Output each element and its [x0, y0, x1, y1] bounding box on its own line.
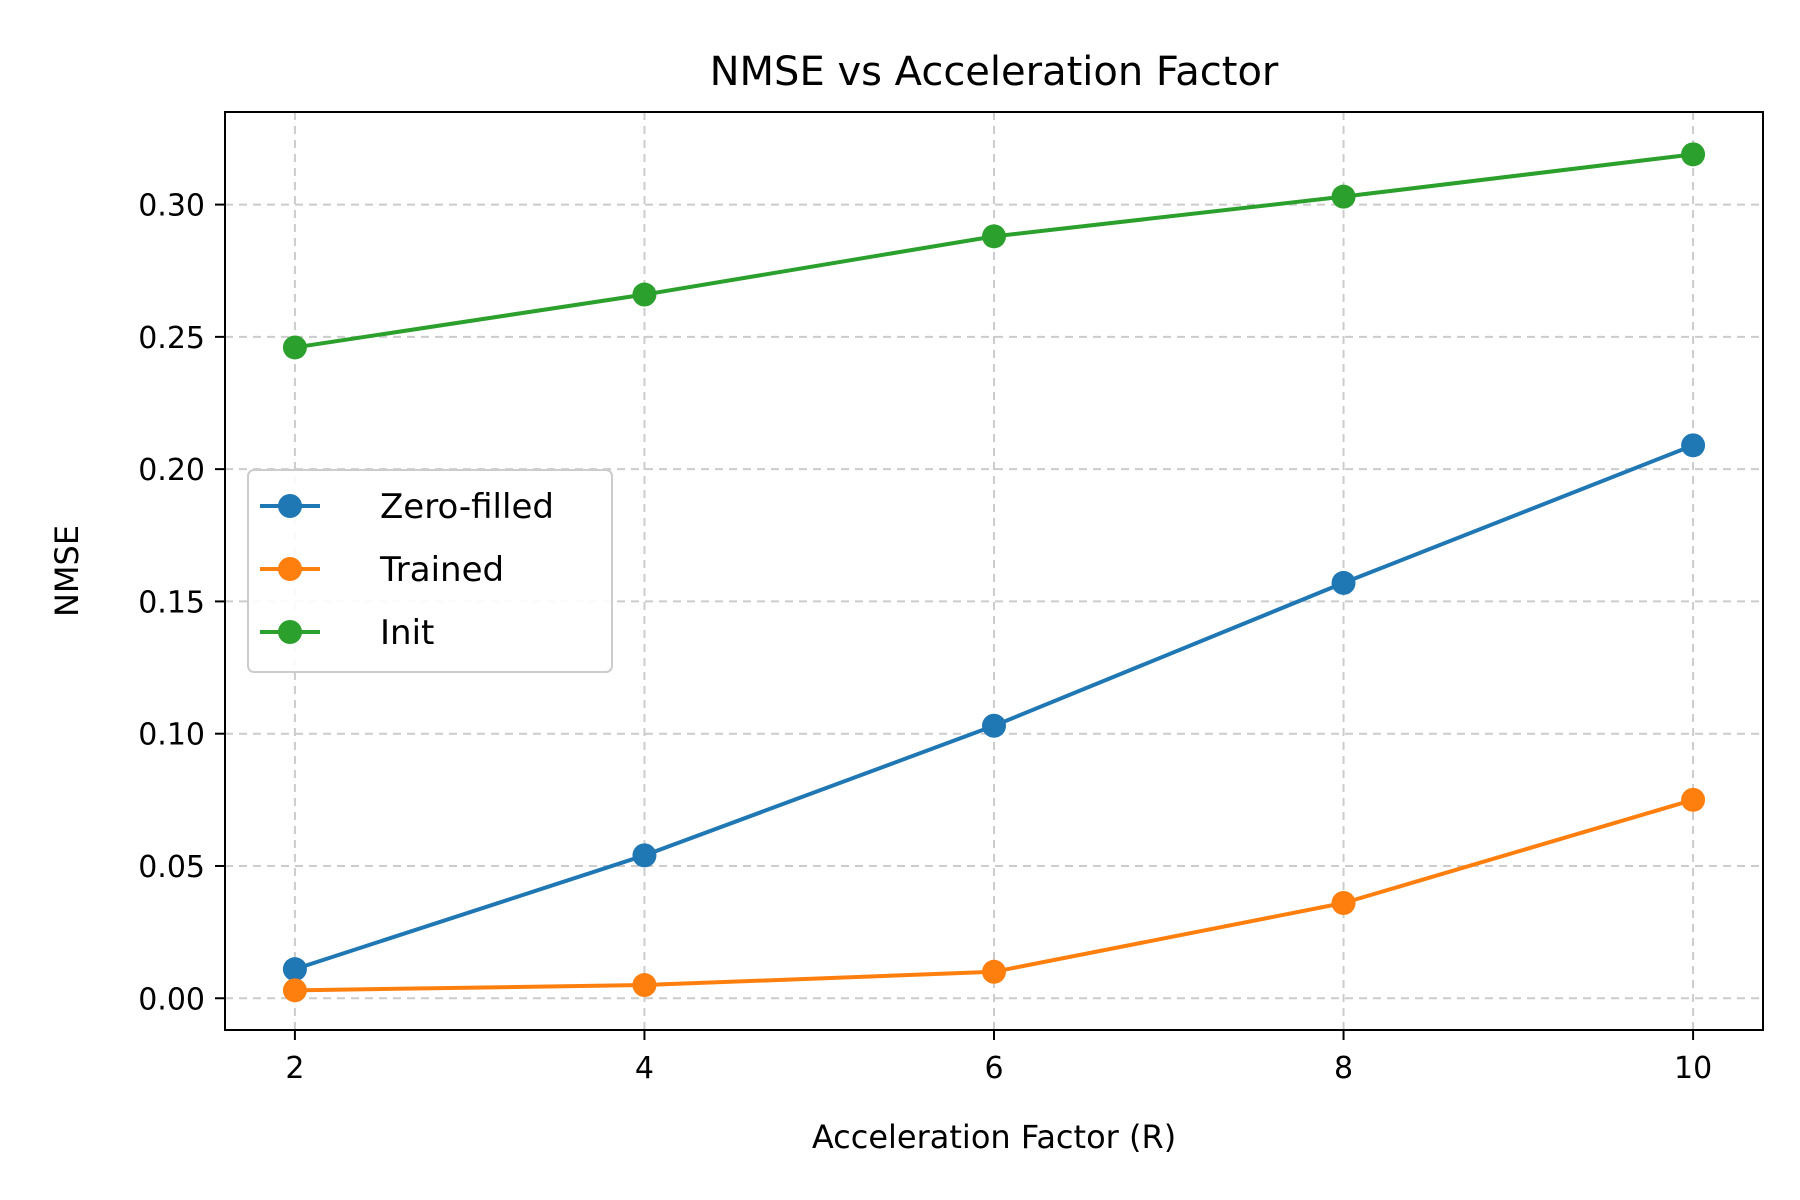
plot-series: [282, 142, 1706, 1003]
y-tick-label: 0.10: [138, 718, 205, 753]
data-point: [282, 957, 307, 982]
legend-marker: [278, 557, 302, 581]
legend-item: Init: [260, 613, 434, 653]
legend-label: Trained: [379, 550, 504, 590]
x-tick-label: 10: [1674, 1051, 1712, 1086]
x-tick-label: 2: [285, 1051, 304, 1086]
y-tick-label: 0.20: [138, 453, 205, 488]
data-point: [1331, 891, 1356, 916]
series-trained: [282, 787, 1706, 1003]
x-tick-label: 6: [984, 1051, 1003, 1086]
data-point: [632, 282, 657, 307]
data-point: [1331, 184, 1356, 209]
legend-label: Init: [380, 613, 434, 653]
x-tick-label: 4: [635, 1051, 654, 1086]
data-point: [632, 843, 657, 868]
data-point: [982, 959, 1006, 984]
data-point: [1681, 433, 1706, 458]
data-point: [1681, 787, 1706, 812]
data-point: [282, 978, 307, 1003]
x-axis-title: Acceleration Factor (R): [812, 1118, 1176, 1156]
x-tick-label: 8: [1334, 1051, 1353, 1086]
legend-item: Trained: [260, 550, 504, 590]
y-tick-label: 0.05: [138, 850, 205, 885]
y-tick-label: 0.25: [138, 321, 205, 356]
series-zero-filled: [282, 433, 1706, 982]
legend-marker: [278, 494, 302, 518]
y-tick-label: 0.15: [138, 585, 205, 620]
data-point: [282, 335, 307, 360]
series-init: [282, 142, 1706, 360]
x-axis-ticks: 2 4 6 8 10: [285, 1030, 1712, 1086]
data-point: [1681, 142, 1706, 167]
data-point: [632, 973, 657, 998]
y-tick-label: 0.00: [138, 982, 205, 1017]
chart-title: NMSE vs Acceleration Factor: [710, 49, 1279, 95]
y-axis-title: NMSE: [48, 525, 86, 617]
data-point: [1331, 570, 1356, 595]
legend-label: Zero-filled: [380, 487, 554, 527]
y-axis-ticks: 0.00 0.05 0.10 0.15 0.20 0.25 0.30: [138, 189, 225, 1017]
data-point: [982, 713, 1006, 738]
y-tick-label: 0.30: [138, 189, 205, 224]
data-point: [982, 224, 1006, 249]
legend: Zero-filled Trained Init: [247, 469, 613, 673]
legend-frame: [247, 469, 613, 673]
legend-item: Zero-filled: [260, 487, 554, 527]
legend-marker: [278, 620, 302, 644]
